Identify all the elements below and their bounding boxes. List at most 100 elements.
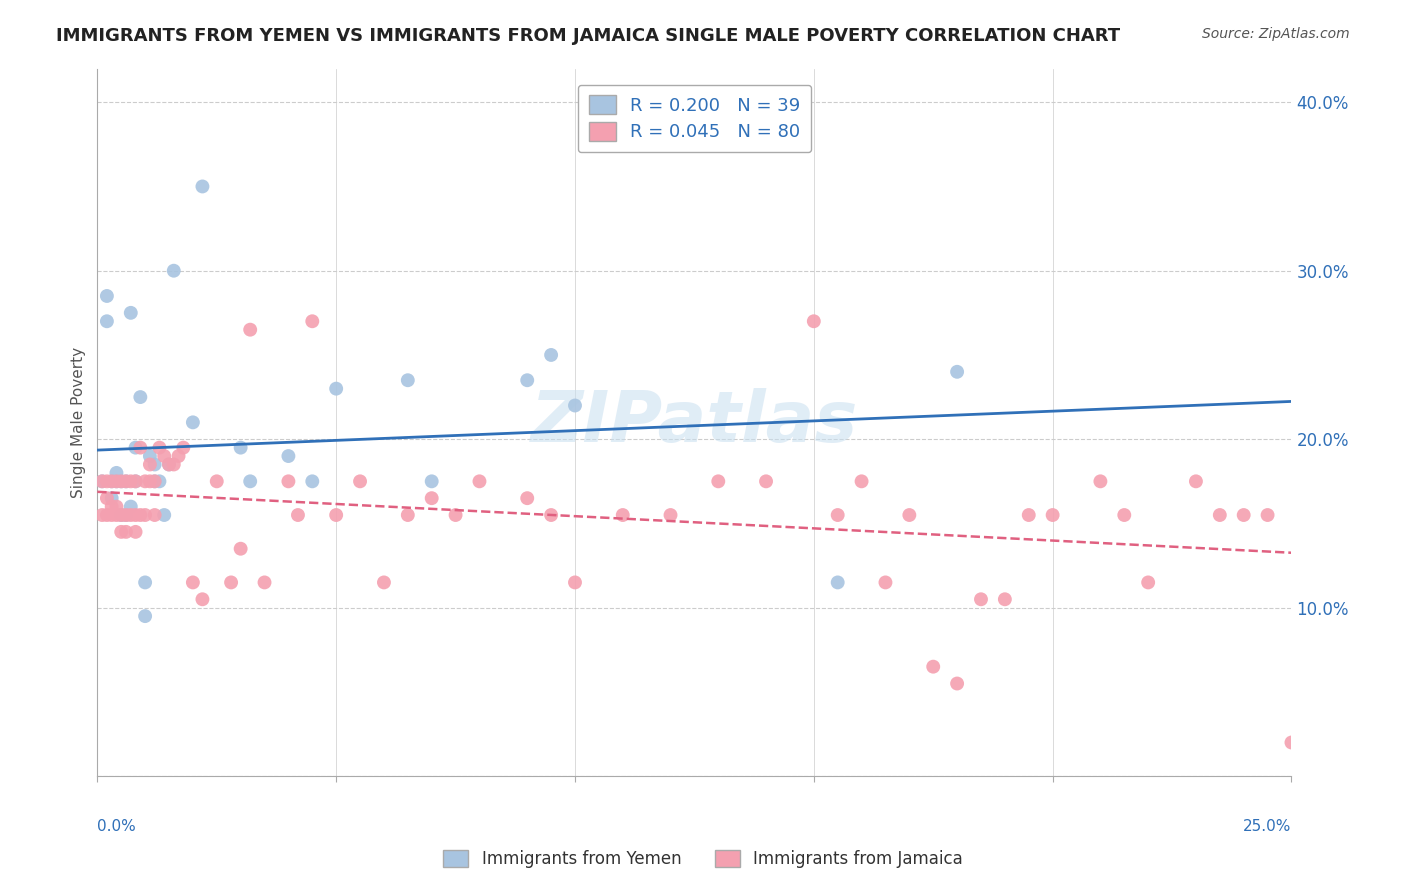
Point xyxy=(115,524,138,539)
Point xyxy=(277,449,299,463)
Point xyxy=(96,314,118,328)
Point xyxy=(157,458,180,472)
Text: IMMIGRANTS FROM YEMEN VS IMMIGRANTS FROM JAMAICA SINGLE MALE POVERTY CORRELATION: IMMIGRANTS FROM YEMEN VS IMMIGRANTS FROM… xyxy=(56,27,1121,45)
Y-axis label: Single Male Poverty: Single Male Poverty xyxy=(72,347,86,498)
Point xyxy=(105,475,128,489)
Point xyxy=(129,441,152,455)
Point xyxy=(100,500,122,514)
Point xyxy=(163,458,186,472)
Point xyxy=(468,475,491,489)
Point xyxy=(120,306,142,320)
Point xyxy=(191,592,214,607)
Point xyxy=(516,373,538,387)
Point xyxy=(172,441,194,455)
Point xyxy=(516,491,538,505)
Point xyxy=(325,382,347,396)
Point xyxy=(139,475,162,489)
Point xyxy=(229,541,252,556)
Point xyxy=(105,508,128,522)
Point xyxy=(219,575,242,590)
Point xyxy=(134,609,156,624)
Point xyxy=(96,475,118,489)
Point xyxy=(110,524,132,539)
Point xyxy=(100,475,122,489)
Point xyxy=(120,500,142,514)
Point xyxy=(707,475,730,489)
Point xyxy=(153,508,176,522)
Point xyxy=(100,475,122,489)
Point xyxy=(167,449,190,463)
Point xyxy=(420,475,443,489)
Point xyxy=(970,592,993,607)
Point xyxy=(239,323,262,337)
Point xyxy=(96,491,118,505)
Point xyxy=(191,179,214,194)
Point xyxy=(1281,735,1303,749)
Text: Source: ZipAtlas.com: Source: ZipAtlas.com xyxy=(1202,27,1350,41)
Point xyxy=(120,508,142,522)
Point xyxy=(91,475,114,489)
Legend: Immigrants from Yemen, Immigrants from Jamaica: Immigrants from Yemen, Immigrants from J… xyxy=(437,843,969,875)
Point xyxy=(115,508,138,522)
Point xyxy=(946,676,969,690)
Point xyxy=(396,508,419,522)
Point xyxy=(181,415,204,429)
Point xyxy=(851,475,873,489)
Point xyxy=(239,475,262,489)
Point xyxy=(287,508,309,522)
Point xyxy=(1185,475,1208,489)
Point xyxy=(115,475,138,489)
Point xyxy=(229,441,252,455)
Point xyxy=(277,475,299,489)
Text: 25.0%: 25.0% xyxy=(1243,819,1292,834)
Point xyxy=(148,441,170,455)
Legend: R = 0.200   N = 39, R = 0.045   N = 80: R = 0.200 N = 39, R = 0.045 N = 80 xyxy=(578,85,811,153)
Point xyxy=(827,575,849,590)
Point xyxy=(124,475,146,489)
Point xyxy=(540,508,562,522)
Point xyxy=(1042,508,1064,522)
Point xyxy=(875,575,897,590)
Point xyxy=(612,508,634,522)
Point xyxy=(105,466,128,480)
Point xyxy=(124,524,146,539)
Point xyxy=(139,458,162,472)
Point xyxy=(148,475,170,489)
Point xyxy=(325,508,347,522)
Point xyxy=(129,390,152,404)
Point xyxy=(803,314,825,328)
Point xyxy=(1305,508,1327,522)
Point xyxy=(120,475,142,489)
Point xyxy=(564,575,586,590)
Point xyxy=(420,491,443,505)
Point xyxy=(100,491,122,505)
Point xyxy=(349,475,371,489)
Point xyxy=(143,475,166,489)
Point xyxy=(301,314,323,328)
Point xyxy=(143,475,166,489)
Point xyxy=(205,475,228,489)
Point xyxy=(129,508,152,522)
Point xyxy=(143,458,166,472)
Point xyxy=(110,475,132,489)
Point xyxy=(110,508,132,522)
Point xyxy=(253,575,276,590)
Point xyxy=(444,508,467,522)
Point xyxy=(115,508,138,522)
Point xyxy=(659,508,682,522)
Point xyxy=(994,592,1017,607)
Point xyxy=(96,289,118,303)
Point xyxy=(540,348,562,362)
Point xyxy=(115,475,138,489)
Point xyxy=(922,659,945,673)
Point xyxy=(91,475,114,489)
Point xyxy=(100,508,122,522)
Point xyxy=(1090,475,1112,489)
Text: 0.0%: 0.0% xyxy=(97,819,136,834)
Point xyxy=(755,475,778,489)
Point xyxy=(1257,508,1279,522)
Point xyxy=(124,441,146,455)
Point xyxy=(181,575,204,590)
Point xyxy=(134,575,156,590)
Text: ZIPatlas: ZIPatlas xyxy=(530,388,858,457)
